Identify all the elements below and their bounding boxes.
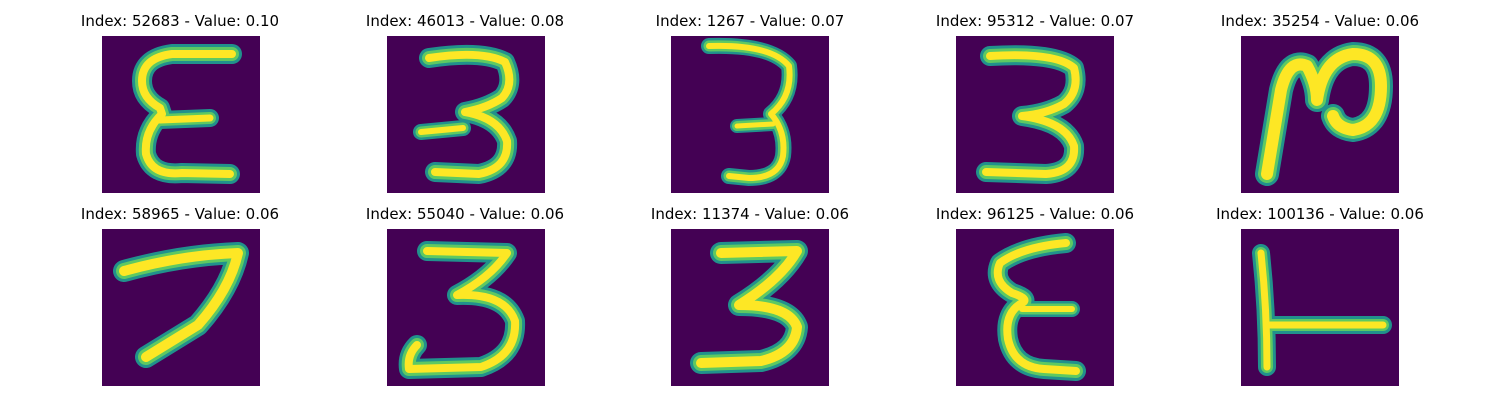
digit-image bbox=[102, 229, 260, 386]
digit-image-6-svg bbox=[102, 229, 260, 386]
digit-image-4-svg bbox=[956, 36, 1114, 193]
tile-title: Index: 96125 - Value: 0.06 bbox=[935, 205, 1135, 223]
tile-cell-8: Index: 11374 - Value: 0.06 bbox=[620, 203, 880, 386]
digit-image-5-svg bbox=[1241, 36, 1399, 193]
digit-image-9-svg bbox=[956, 229, 1114, 386]
tile-title: Index: 46013 - Value: 0.08 bbox=[365, 12, 565, 30]
tile-cell-3: Index: 1267 - Value: 0.07 bbox=[620, 10, 880, 193]
tile-cell-4: Index: 95312 - Value: 0.07 bbox=[905, 10, 1165, 193]
tile-cell-9: Index: 96125 - Value: 0.06 bbox=[905, 203, 1165, 386]
digit-image bbox=[387, 229, 545, 386]
digit-image bbox=[671, 36, 829, 193]
tile-cell-5: Index: 35254 - Value: 0.06 bbox=[1190, 10, 1450, 193]
digit-image-1-svg bbox=[102, 36, 260, 193]
digit-image-8-svg bbox=[671, 229, 829, 386]
tile-cell-10: Index: 100136 - Value: 0.06 bbox=[1190, 203, 1450, 386]
digit-image bbox=[102, 36, 260, 193]
tile-title: Index: 100136 - Value: 0.06 bbox=[1216, 205, 1424, 223]
digit-image-7-svg bbox=[387, 229, 545, 386]
tile-title: Index: 52683 - Value: 0.10 bbox=[80, 12, 280, 30]
tile-title: Index: 11374 - Value: 0.06 bbox=[650, 205, 850, 223]
tile-title: Index: 58965 - Value: 0.06 bbox=[80, 205, 280, 223]
digit-image bbox=[671, 229, 829, 386]
digit-image bbox=[1241, 36, 1399, 193]
tile-cell-6: Index: 58965 - Value: 0.06 bbox=[50, 203, 310, 386]
tile-title: Index: 35254 - Value: 0.06 bbox=[1220, 12, 1420, 30]
digit-image-2-svg bbox=[387, 36, 545, 193]
tile-title: Index: 95312 - Value: 0.07 bbox=[935, 12, 1135, 30]
tile-title: Index: 1267 - Value: 0.07 bbox=[655, 12, 845, 30]
digit-image bbox=[1241, 229, 1399, 386]
tile-cell-7: Index: 55040 - Value: 0.06 bbox=[335, 203, 595, 386]
digit-image-10-svg bbox=[1241, 229, 1399, 386]
digit-image bbox=[387, 36, 545, 193]
tile-cell-2: Index: 46013 - Value: 0.08 bbox=[335, 10, 595, 193]
digit-image bbox=[956, 229, 1114, 386]
tile-cell-1: Index: 52683 - Value: 0.10 bbox=[50, 10, 310, 193]
tile-title: Index: 55040 - Value: 0.06 bbox=[365, 205, 565, 223]
digit-image bbox=[956, 36, 1114, 193]
digit-image-3-svg bbox=[671, 36, 829, 193]
